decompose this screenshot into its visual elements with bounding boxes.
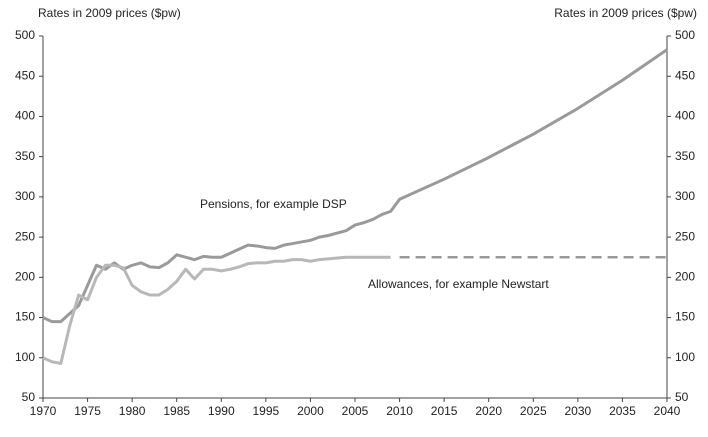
x-tick-label: 2005	[342, 404, 369, 418]
y2-tick-label: 100	[675, 350, 695, 364]
x-tick-label: 2000	[297, 404, 324, 418]
series-line	[42, 255, 391, 365]
x-tick-label: 1970	[30, 404, 57, 418]
x-tick-label: 1975	[74, 404, 101, 418]
x-tick-label: 2025	[520, 404, 547, 418]
y2-tick-label: 250	[675, 229, 695, 243]
x-tick-label: 2020	[475, 404, 502, 418]
y-tick-label: 500	[15, 28, 35, 42]
x-tick-label: 2035	[609, 404, 636, 418]
y2-tick-label: 300	[675, 189, 695, 203]
y-tick-label: 200	[15, 270, 35, 284]
series-line	[42, 48, 668, 324]
x-tick-label: 1990	[208, 404, 235, 418]
y2-tick-label: 500	[675, 28, 695, 42]
x-tick-label: 2010	[386, 404, 413, 418]
y2-tick-label: 200	[675, 270, 695, 284]
y-axis-label: Rates in 2009 prices ($pw)	[38, 6, 181, 20]
y2-tick-label: 150	[675, 310, 695, 324]
x-tick-label: 1985	[163, 404, 190, 418]
y-tick-label: 250	[15, 229, 35, 243]
y2-tick-label: 400	[675, 109, 695, 123]
y-tick-label: 50	[22, 390, 36, 404]
x-tick-label: 2040	[654, 404, 681, 418]
y2-tick-label: 50	[675, 390, 689, 404]
x-tick-label: 2015	[431, 404, 458, 418]
series-label: Allowances, for example Newstart	[368, 277, 549, 291]
x-tick-label: 1980	[119, 404, 146, 418]
y2-tick-label: 350	[675, 149, 695, 163]
y-tick-label: 100	[15, 350, 35, 364]
x-tick-label: 1995	[253, 404, 280, 418]
y2-tick-label: 450	[675, 68, 695, 82]
y-tick-label: 350	[15, 149, 35, 163]
series-label: Pensions, for example DSP	[200, 197, 347, 211]
y-tick-label: 150	[15, 310, 35, 324]
x-tick-label: 2030	[565, 404, 592, 418]
y2-axis-label: Rates in 2009 prices ($pw)	[554, 6, 697, 20]
y-tick-label: 300	[15, 189, 35, 203]
y-tick-label: 450	[15, 68, 35, 82]
y-tick-label: 400	[15, 109, 35, 123]
